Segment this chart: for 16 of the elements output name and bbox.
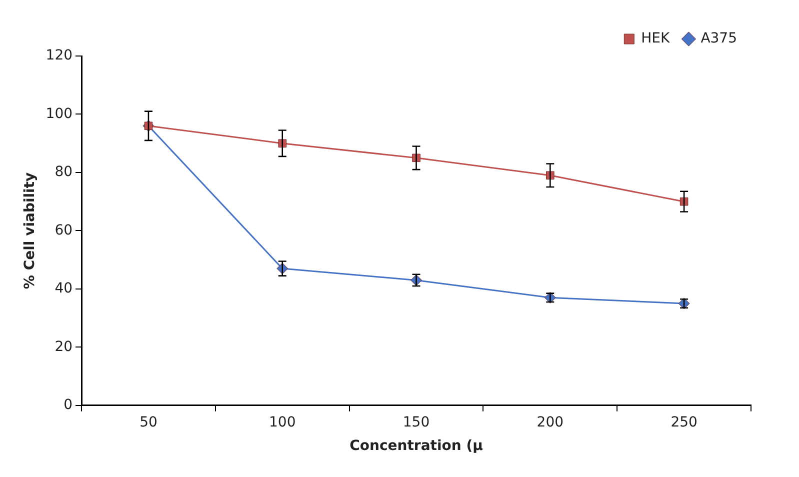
- x-tick-label: 100: [269, 414, 296, 430]
- x-tick-label: 250: [670, 414, 698, 430]
- x-tick-label: 200: [536, 414, 564, 430]
- y-axis-title: % Cell viability: [22, 172, 38, 290]
- legend-label: A375: [700, 30, 738, 47]
- y-tick-label: 20: [54, 338, 73, 355]
- y-tick-label: 60: [54, 222, 73, 238]
- x-tick-label: 50: [140, 414, 158, 430]
- legend-label: HEK: [641, 30, 671, 47]
- y-tick-label: 40: [54, 280, 73, 297]
- x-axis-title: Concentration (µ: [350, 438, 483, 454]
- y-tick-label: 80: [54, 164, 73, 180]
- y-tick-label: 0: [64, 397, 73, 414]
- y-tick-label: 120: [46, 48, 73, 64]
- x-tick-label: 150: [402, 414, 430, 430]
- y-tick-label: 100: [46, 106, 73, 122]
